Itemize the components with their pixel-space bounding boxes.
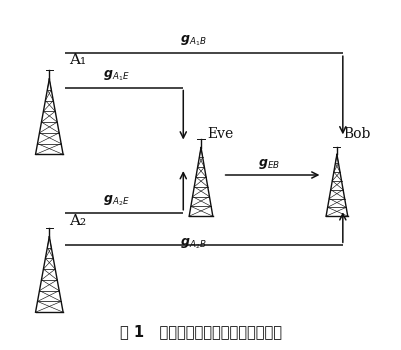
Text: A₂: A₂ — [69, 214, 86, 228]
Text: Eve: Eve — [207, 127, 233, 141]
Text: 图 1   高斯矢量多路输入窃听信道模型: 图 1 高斯矢量多路输入窃听信道模型 — [120, 325, 281, 340]
Text: $\boldsymbol{g}_{A_2E}$: $\boldsymbol{g}_{A_2E}$ — [103, 194, 130, 208]
Text: $\boldsymbol{g}_{A_1E}$: $\boldsymbol{g}_{A_1E}$ — [103, 69, 130, 83]
Text: $\boldsymbol{g}_{A_1B}$: $\boldsymbol{g}_{A_1B}$ — [179, 34, 206, 48]
Text: $\boldsymbol{g}_{A_2B}$: $\boldsymbol{g}_{A_2B}$ — [179, 237, 206, 251]
Text: Bob: Bob — [342, 127, 369, 141]
Text: $\boldsymbol{g}_{EB}$: $\boldsymbol{g}_{EB}$ — [257, 156, 279, 170]
Text: A₁: A₁ — [69, 53, 86, 67]
